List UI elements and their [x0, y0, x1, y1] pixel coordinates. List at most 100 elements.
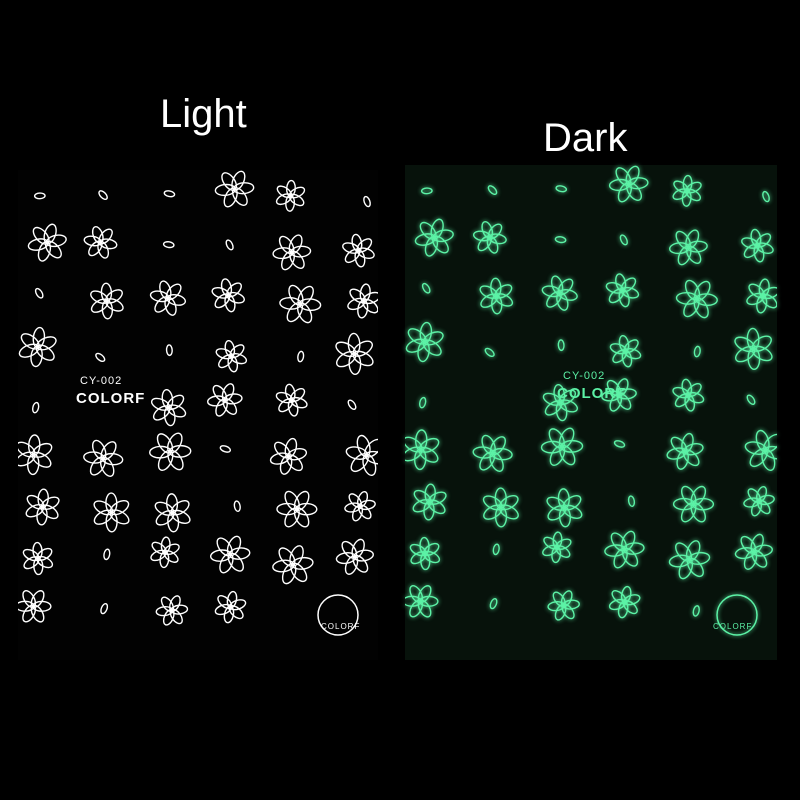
flower-sticker [405, 321, 444, 363]
flower-sticker [83, 439, 124, 477]
flower-sticker [155, 595, 189, 626]
leaf-sticker [34, 287, 44, 299]
flower-sticker [604, 530, 645, 569]
leaf-sticker [613, 440, 626, 448]
flower-sticker [25, 488, 60, 526]
flower-sticker [405, 429, 440, 471]
flower-sticker [214, 590, 247, 624]
leaf-sticker [746, 394, 756, 405]
logo-text: COLORF [321, 622, 361, 631]
light-label: Light [160, 92, 247, 136]
flower-sticker [335, 538, 374, 575]
flower-sticker [675, 279, 718, 319]
leaf-sticker [555, 185, 568, 193]
leaf-sticker [418, 396, 427, 409]
flower-sticker [608, 165, 649, 203]
leaf-sticker [421, 282, 431, 294]
flower-sticker [342, 233, 375, 268]
leaf-sticker [762, 190, 770, 203]
flower-sticker [669, 229, 708, 266]
flower-sticker [542, 531, 572, 564]
flower-sticker [672, 485, 715, 523]
flower-sticker [18, 434, 53, 476]
flower-sticker [605, 273, 640, 308]
leaf-sticker [363, 195, 371, 208]
leaf-sticker [33, 192, 46, 200]
flower-sticker [345, 434, 378, 476]
leaf-sticker [347, 399, 357, 410]
leaf-sticker [31, 401, 40, 414]
flower-sticker [149, 432, 192, 471]
flower-sticker [741, 228, 774, 263]
flower-sticker [90, 282, 124, 320]
flower-sticker [215, 339, 248, 373]
flower-sticker [275, 179, 306, 212]
flower-sticker [472, 434, 513, 472]
leaf-sticker [163, 190, 176, 198]
leaf-sticker [233, 500, 241, 513]
flower-sticker [269, 437, 308, 475]
leaf-sticker [98, 190, 108, 201]
flower-sticker [18, 326, 57, 368]
flower-sticker [275, 383, 308, 417]
flower-sticker [405, 585, 439, 618]
brand-name: COLORF [76, 390, 146, 407]
flower-sticker [472, 221, 507, 254]
flower-sticker [743, 485, 775, 517]
leaf-sticker [492, 543, 500, 556]
flower-sticker [93, 492, 130, 533]
flower-sticker [27, 223, 67, 262]
flower-sticker [344, 490, 376, 522]
brand-logo-icon [317, 594, 359, 636]
product-code: CY-002 [563, 370, 606, 382]
flower-sticker [542, 383, 579, 422]
flower-sticker [666, 432, 704, 470]
leaf-sticker [297, 350, 305, 363]
flower-sticker [412, 483, 447, 521]
flower-sticker [409, 536, 441, 571]
product-code: CY-002 [80, 375, 123, 387]
brand-name: COLORF [557, 385, 627, 402]
flower-sticker [209, 535, 251, 574]
flower-sticker [18, 590, 52, 623]
flower-sticker [609, 334, 642, 368]
flower-sticker [149, 280, 187, 316]
leaf-sticker [225, 239, 234, 251]
leaf-sticker [487, 185, 498, 196]
logo-text: COLORF [713, 622, 753, 631]
leaf-sticker [420, 187, 433, 195]
flower-sticker [154, 493, 191, 533]
flower-pattern [18, 170, 378, 636]
flower-sticker [608, 585, 641, 619]
dark-label: Dark [543, 116, 628, 160]
brand-logo-icon [716, 594, 758, 636]
leaf-sticker [103, 548, 111, 561]
leaf-sticker [484, 347, 495, 358]
leaf-sticker [692, 605, 700, 617]
leaf-sticker [627, 495, 636, 508]
sticker-sheet-dark: CY-002 COLORF COLORF [405, 165, 777, 660]
flower-sticker [83, 226, 118, 259]
flower-sticker [601, 378, 637, 412]
flower-sticker [207, 383, 243, 417]
flower-sticker [276, 490, 318, 528]
leaf-sticker [693, 345, 701, 358]
flower-sticker [541, 275, 578, 311]
leaf-sticker [619, 234, 628, 246]
flower-sticker [734, 533, 773, 570]
leaf-sticker [489, 597, 498, 610]
leaf-sticker [219, 445, 232, 453]
flower-sticker [479, 277, 514, 315]
flower-pattern [405, 165, 777, 636]
flower-sticker [482, 487, 519, 528]
flower-sticker [279, 284, 322, 324]
flower-sticker [744, 429, 777, 471]
leaf-sticker [100, 602, 109, 615]
flower-sticker [335, 332, 374, 376]
flower-sticker [150, 388, 187, 427]
flower-sticker [347, 283, 378, 319]
flower-sticker [668, 540, 711, 580]
flower-sticker [272, 234, 312, 271]
leaf-sticker [95, 352, 106, 363]
flower-sticker [547, 590, 580, 621]
